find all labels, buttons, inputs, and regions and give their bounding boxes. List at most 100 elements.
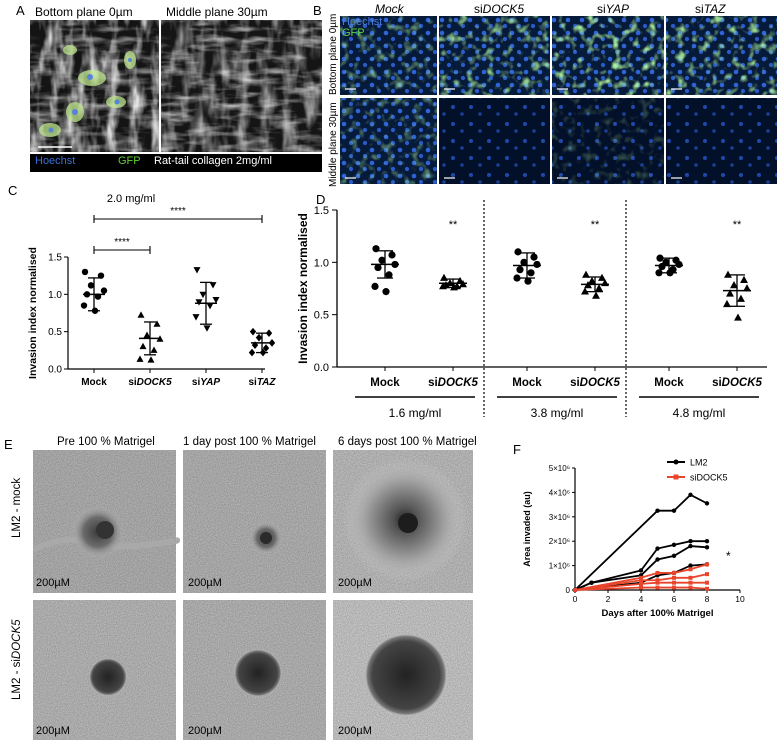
panel-d-concentration-label: 4.8 mg/ml	[673, 406, 726, 420]
panel-d-group-2: Mock siDOCK5 ** 3.8 mg/ml	[497, 219, 621, 420]
panel-c-chart: 2.0 mg/ml Invasion index normalised 0.0 0.5…	[27, 193, 276, 388]
panel-f-point	[639, 581, 643, 586]
panel-f-point	[705, 562, 709, 567]
panel-f-line	[574, 563, 708, 591]
panel-c-point	[137, 311, 145, 318]
panel-f-xtick-label: 8	[705, 594, 710, 604]
panel-d-point	[378, 256, 386, 264]
panel-d-point	[743, 284, 751, 292]
panel-d-category-label: Mock	[654, 377, 684, 389]
panel-f-ylabel: Area invaded (au)	[522, 491, 532, 567]
panel-e-scalebar-1: 200µM	[36, 577, 70, 589]
panel-d-point	[737, 294, 745, 302]
panel-d-group-3: Mock siDOCK5 ** 4.8 mg/ml	[639, 219, 763, 420]
panel-f-point	[672, 575, 676, 580]
panel-c-ytick-label: 0.5	[48, 327, 62, 338]
panel-a-legend-hoechst: Hoechst	[35, 155, 76, 167]
panel-f-significance: *	[726, 549, 731, 563]
panel-f-point	[655, 546, 660, 551]
panel-b-image-sitaz-bottom	[666, 16, 777, 95]
panel-f-line	[574, 586, 708, 591]
panel-a-title-middle: Middle plane 30µm	[166, 5, 268, 19]
panel-f-ytick-label: 1×10⁶	[549, 562, 570, 571]
panel-d-point	[588, 276, 596, 285]
panel-e-image-sidock5-pre	[33, 600, 176, 740]
panel-d-point	[595, 284, 603, 292]
panel-d-point	[592, 291, 600, 299]
panel-d-group-1: Mock siDOCK5 ** 1.6 mg/ml	[355, 219, 479, 420]
panel-f-point	[655, 578, 660, 583]
panel-f-series-siDOCK5: siDOCK5	[573, 473, 728, 592]
panel-d-point	[581, 287, 589, 295]
panel-d-point	[524, 277, 532, 285]
panel-f-line	[574, 573, 708, 591]
panel-f-ytick-label: 2×10⁶	[549, 537, 570, 546]
panel-b-image-mock-middle	[340, 98, 437, 184]
panel-c-point	[139, 342, 147, 350]
panel-f-label: F	[513, 442, 521, 457]
panel-d-point	[440, 273, 448, 281]
panel-c-point	[199, 291, 207, 299]
panel-f-ytick-label: 3×10⁶	[549, 513, 570, 522]
panel-f-legend-label: siDOCK5	[690, 473, 728, 483]
panel-c-point	[150, 346, 158, 353]
panel-f-point	[688, 580, 693, 585]
panel-e-col-6days: 6 days post 100 % Matrigel	[338, 436, 477, 448]
panel-f-point	[671, 508, 677, 513]
panel-f-point	[688, 543, 693, 549]
panel-c-ytick-label: 1.0	[48, 290, 62, 301]
panel-f-xlabel: Days after 100% Matrigel	[602, 608, 714, 619]
panel-e-scalebar-6: 200µM	[338, 725, 372, 737]
panel-c-category-label: siYAP	[192, 377, 220, 388]
panel-f-point	[639, 578, 643, 583]
panel-b-image-mock-bottom	[340, 16, 437, 95]
panel-f-point	[671, 542, 677, 548]
panel-c-title: 2.0 mg/ml	[107, 193, 155, 205]
panel-d-point	[374, 263, 382, 272]
panel-e-col-1day: 1 day post 100 % Matrigel	[183, 436, 316, 448]
panel-b-image-siyap-middle	[552, 98, 664, 184]
panel-f-point	[655, 508, 660, 513]
panel-c-point	[87, 282, 95, 289]
panel-a-middle-plane-image	[161, 20, 322, 152]
panel-c-point	[81, 268, 89, 276]
panel-d-point	[527, 269, 535, 277]
panel-e-image-mock-pre	[33, 450, 181, 593]
panel-d-ytick-label: 0.0	[314, 362, 329, 374]
panel-b-row-middle: Middle plane 30µm	[328, 102, 339, 187]
panel-a-title-bottom: Bottom plane 0µm	[35, 5, 133, 19]
panel-f-point	[688, 492, 693, 498]
panel-f-ytick-label: 4×10⁶	[549, 488, 570, 497]
panel-d-point	[450, 283, 458, 291]
panel-e-image-sidock5-1day	[183, 600, 326, 740]
panel-f-point	[671, 553, 677, 559]
panel-f-point	[672, 580, 676, 585]
panel-e-scalebar-4: 200µM	[36, 725, 70, 737]
panel-b-image-siyap-bottom	[552, 16, 664, 95]
panel-d-point	[675, 260, 683, 269]
panel-e-micrographs	[33, 450, 473, 740]
panel-b-legend-gfp: GFP	[342, 27, 365, 39]
panel-f-point	[672, 570, 676, 575]
panel-a-legend-collagen: Rat-tail collagen 2mg/ml	[154, 155, 272, 167]
panel-f-legend-label: LM2	[690, 458, 708, 468]
panel-f-point	[639, 575, 643, 580]
panel-d-point	[656, 254, 664, 262]
panel-d-label: D	[316, 192, 326, 207]
panel-c-comparison-label: ****	[170, 206, 186, 217]
panel-c-point	[195, 299, 203, 306]
panel-d-category-label: Mock	[512, 377, 542, 389]
panel-d-point	[734, 313, 742, 321]
panel-e-image-mock-1day	[183, 450, 326, 593]
panel-c-point	[262, 344, 270, 352]
panel-f-point	[704, 501, 710, 506]
panel-f-xtick-label: 2	[606, 594, 611, 604]
panel-f-point	[704, 539, 710, 544]
panel-b-col-siyap: siYAP	[597, 2, 630, 16]
panel-f-point	[638, 568, 644, 573]
panel-a-micrographs	[30, 20, 322, 172]
panel-c-category-label: siDOCK5	[128, 377, 172, 388]
panel-c-point	[153, 320, 161, 327]
panel-d-point	[516, 266, 524, 274]
